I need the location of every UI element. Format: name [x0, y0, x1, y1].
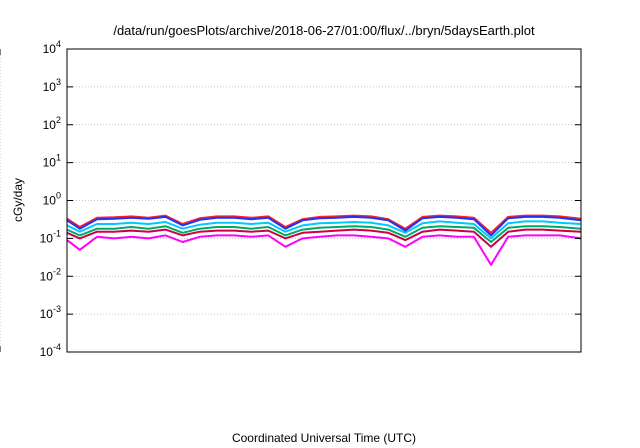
y-tick-label: 10-4	[40, 342, 61, 359]
y-tick-label: 100	[43, 191, 61, 208]
series-line	[66, 220, 582, 240]
chart-title: /data/run/goesPlots/archive/2018-06-27/0…	[113, 23, 535, 38]
y-tick-label: 102	[43, 115, 61, 132]
plot-frame	[66, 48, 582, 353]
y-tick-label: 10-3	[40, 304, 61, 321]
x-axis-label: Coordinated Universal Time (UTC)	[232, 431, 416, 445]
grid	[0, 48, 581, 353]
series-line	[66, 228, 582, 248]
y-axis-label: cGy/day	[11, 178, 25, 222]
y-tick-label: 10-1	[40, 228, 61, 245]
series-line	[66, 215, 582, 237]
series-line	[66, 225, 582, 243]
y-tick-label: 103	[43, 77, 61, 94]
y-tick-label: 10-2	[40, 266, 61, 283]
series-line	[66, 234, 582, 266]
y-tick-label: 101	[43, 153, 61, 170]
y-tick-label: 104	[43, 39, 61, 56]
y-axis: 10-4 10-3 10-2 10-1 100 101 102 103 104	[40, 39, 581, 359]
series-group	[66, 214, 582, 266]
